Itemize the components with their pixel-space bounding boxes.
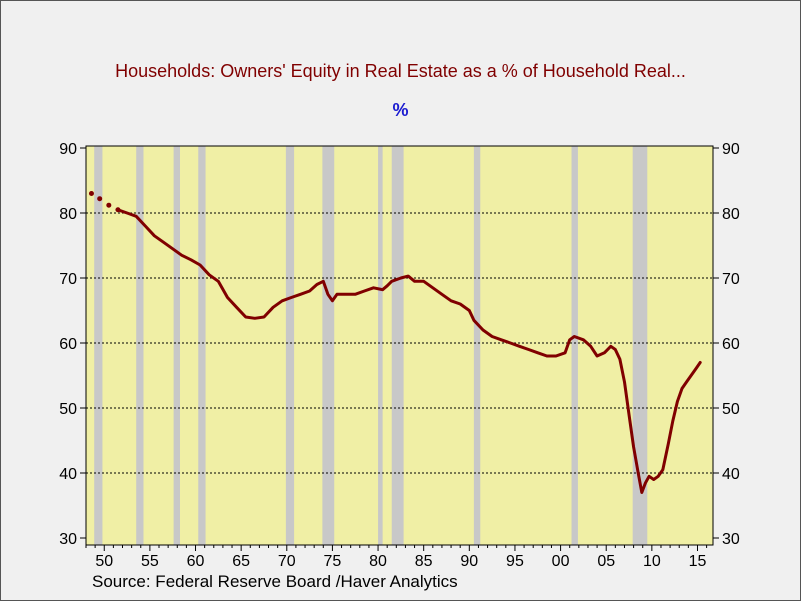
chart-title: Households: Owners' Equity in Real Estat… bbox=[115, 61, 686, 81]
chart-subtitle: % bbox=[392, 100, 409, 120]
x-tick-label: 50 bbox=[95, 553, 113, 570]
y-tick-label-left: 30 bbox=[59, 531, 77, 548]
x-tick-label: 95 bbox=[506, 553, 524, 570]
recession-band bbox=[391, 146, 404, 545]
recession-band bbox=[632, 146, 648, 545]
x-tick-label: 70 bbox=[278, 553, 296, 570]
x-tick-label: 05 bbox=[597, 553, 615, 570]
y-tick-label-left: 50 bbox=[59, 401, 77, 418]
x-tick-label: 75 bbox=[324, 553, 342, 570]
y-tick-label-right: 90 bbox=[722, 141, 740, 158]
recession-band bbox=[378, 146, 383, 545]
y-tick-label-right: 40 bbox=[722, 466, 740, 483]
y-tick-label-left: 70 bbox=[59, 271, 77, 288]
x-tick-label: 85 bbox=[415, 553, 433, 570]
y-tick-label-left: 60 bbox=[59, 336, 77, 353]
x-tick-label: 15 bbox=[689, 553, 707, 570]
recession-band bbox=[94, 146, 103, 545]
x-tick-label: 55 bbox=[141, 553, 159, 570]
recession-band bbox=[473, 146, 481, 545]
y-tick-label-left: 40 bbox=[59, 466, 77, 483]
recession-band bbox=[571, 146, 578, 545]
series-point bbox=[88, 191, 94, 196]
y-tick-label-right: 50 bbox=[722, 401, 740, 418]
source-note: Source: Federal Reserve Board /Haver Ana… bbox=[92, 572, 458, 591]
y-tick-label-left: 80 bbox=[59, 206, 77, 223]
y-tick-label-right: 80 bbox=[722, 206, 740, 223]
y-tick-label-right: 30 bbox=[722, 531, 740, 548]
series-line bbox=[116, 208, 702, 494]
x-tick-label: 10 bbox=[643, 553, 661, 570]
x-tick-label: 80 bbox=[369, 553, 387, 570]
recession-band bbox=[322, 146, 335, 545]
recession-band bbox=[173, 146, 181, 545]
recession-band bbox=[136, 146, 144, 545]
recession-band bbox=[198, 146, 206, 545]
y-tick-label-right: 70 bbox=[722, 271, 740, 288]
x-tick-label: 60 bbox=[187, 553, 205, 570]
recession-band bbox=[285, 146, 295, 545]
x-tick-label: 65 bbox=[232, 553, 250, 570]
series-point bbox=[97, 196, 103, 202]
y-tick-label-right: 60 bbox=[722, 336, 740, 353]
plot-border bbox=[85, 145, 714, 546]
x-tick-label: 00 bbox=[552, 553, 570, 570]
x-tick-label: 90 bbox=[460, 553, 478, 570]
series-point bbox=[106, 202, 112, 208]
y-tick-label-left: 90 bbox=[59, 141, 77, 158]
